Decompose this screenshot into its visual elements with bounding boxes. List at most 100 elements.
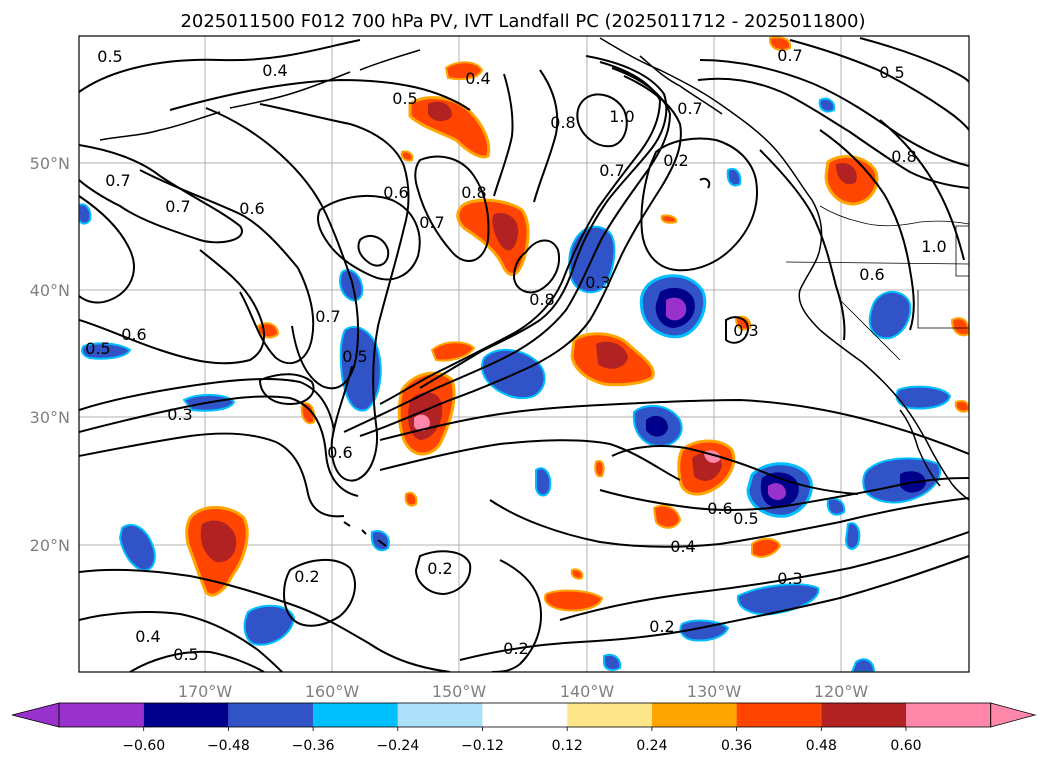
pos-blob <box>594 460 605 478</box>
lon-label: 120°W <box>814 682 869 701</box>
pos-blob <box>492 212 519 251</box>
neg-blob <box>646 415 668 437</box>
contour-label: 0.7 <box>419 213 444 232</box>
contour-line <box>79 432 345 518</box>
colorbar-frame <box>58 702 992 728</box>
contour-label: 0.3 <box>167 405 192 424</box>
lat-label: 30°N <box>30 408 70 427</box>
neg-blob <box>535 467 552 497</box>
alaska-panhandle <box>639 55 723 115</box>
neg-blob <box>603 653 622 671</box>
contour-line <box>697 77 969 189</box>
contour-line <box>129 650 265 672</box>
baja-coast <box>899 409 941 487</box>
colorbar-tick-label: −0.24 <box>376 738 419 754</box>
contour-line <box>819 129 915 331</box>
contour-label: 0.2 <box>663 151 688 170</box>
contour-label: 0.6 <box>859 265 884 284</box>
contour-label: 0.7 <box>105 171 130 190</box>
colorbar-segment <box>228 703 314 727</box>
contour-label: 0.7 <box>599 161 624 180</box>
lon-label: 140°W <box>560 682 615 701</box>
colorbar-tick-label: −0.48 <box>207 738 250 754</box>
contour-label: 0.2 <box>294 567 319 586</box>
pos-blob <box>404 491 418 507</box>
pos-blob <box>652 504 682 529</box>
contour-label: 0.5 <box>879 63 904 82</box>
colorbar-segment <box>143 703 229 727</box>
positive-anomalies <box>185 36 969 612</box>
colorbar-tick-label: 0.60 <box>890 738 921 754</box>
contour-line <box>599 477 969 512</box>
contour-line <box>491 559 542 672</box>
colorbar-extend-max <box>990 702 1037 728</box>
contour-line <box>611 445 859 495</box>
neg-blob <box>79 203 92 225</box>
contour-label: 0.4 <box>262 61 287 80</box>
contour-label: 0.3 <box>777 569 802 588</box>
contour-label: 0.8 <box>529 290 554 309</box>
contour-label: 0.2 <box>649 617 674 636</box>
contour-line <box>419 55 668 389</box>
contour-line <box>79 144 243 244</box>
lon-label: 160°W <box>305 682 360 701</box>
contour-line <box>859 37 969 83</box>
lat-label: 20°N <box>30 536 70 555</box>
colorbar-segment <box>59 703 144 727</box>
contour-line <box>576 93 628 148</box>
contour-line <box>330 227 405 482</box>
contour-label: 0.8 <box>550 113 575 132</box>
colorbar-segment <box>567 703 652 727</box>
state-border <box>917 290 969 329</box>
colorbar-segment <box>736 703 822 727</box>
neg-blob <box>726 168 742 187</box>
neg-blob <box>339 268 364 302</box>
contour-label: 0.6 <box>383 183 408 202</box>
colorbar-tick-label: 0.48 <box>806 738 837 754</box>
colorbar-tick-label: 0.24 <box>636 738 667 754</box>
contour-line <box>357 234 390 267</box>
contour-label: 0.7 <box>677 99 702 118</box>
state-border <box>839 299 901 361</box>
neg-blob <box>826 497 846 516</box>
contour-label: 0.8 <box>461 183 486 202</box>
lat-label: 50°N <box>30 154 70 173</box>
contour-line <box>169 78 471 111</box>
alaska-peninsula <box>359 49 421 71</box>
pv-contours <box>79 37 969 672</box>
contour-label: 1.0 <box>609 107 634 126</box>
aleutian-islands <box>99 111 221 141</box>
contour-line <box>759 149 846 341</box>
colorbar-segment <box>651 703 737 727</box>
colorbar-segment <box>821 703 906 727</box>
contour-label: 0.4 <box>135 627 160 646</box>
contour-line <box>79 611 283 672</box>
pos-blob <box>428 101 452 122</box>
contour-line <box>258 373 315 406</box>
contour-label: 0.5 <box>97 47 122 66</box>
contour-label: 0.7 <box>315 307 340 326</box>
contour-line <box>379 61 662 405</box>
pos-blob <box>751 538 782 558</box>
negative-anomalies <box>79 97 952 672</box>
colorbar-segment <box>906 703 991 727</box>
contour-line <box>79 249 265 365</box>
neg-blob <box>768 483 786 500</box>
contour-label: 0.5 <box>392 89 417 108</box>
pos-blob <box>300 402 316 425</box>
contour-label: 0.3 <box>733 321 758 340</box>
contour-label: 0.4 <box>465 69 490 88</box>
map-panel: 0.5 0.4 0.5 0.4 0.7 0.5 0.7 0.5 0.7 0.7 … <box>30 35 970 701</box>
pos-blob <box>570 568 584 580</box>
contour-line <box>205 107 360 390</box>
coastlines <box>99 37 969 547</box>
contour-line <box>79 378 335 431</box>
contour-line <box>379 439 681 481</box>
pos-blob <box>950 317 969 337</box>
contour-line <box>725 316 750 344</box>
pos-blob <box>200 520 237 563</box>
contour-line <box>139 169 315 365</box>
aleutian-islands <box>229 71 351 109</box>
lon-label: 170°W <box>178 682 233 701</box>
